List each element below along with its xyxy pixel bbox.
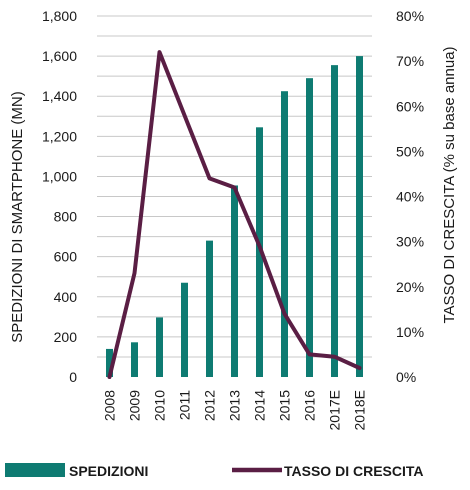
legend-label-tasso-di-crescita: TASSO DI CRESCITA bbox=[284, 463, 424, 479]
x-tick-label: 2013 bbox=[227, 390, 243, 421]
x-tick-label: 2014 bbox=[252, 390, 268, 421]
left-tick-label: 1,600 bbox=[42, 48, 77, 64]
x-tick-label: 2008 bbox=[102, 390, 118, 421]
left-tick-label: 200 bbox=[54, 329, 78, 345]
bar-2015 bbox=[281, 91, 288, 377]
x-tick-label: 2015 bbox=[277, 390, 293, 421]
left-tick-label: 1,000 bbox=[42, 168, 77, 184]
left-y-axis-ticks: 0 200 400 600 800 1,000 1,200 1,400 1,600 1,800 bbox=[42, 8, 77, 385]
line-series-tasso-di-crescita bbox=[107, 50, 362, 379]
bar-series-spedizioni bbox=[106, 56, 363, 377]
left-tick-label: 1,400 bbox=[42, 88, 77, 104]
left-tick-label: 1,200 bbox=[42, 128, 77, 144]
left-tick-label: 0 bbox=[69, 369, 77, 385]
bar-2013 bbox=[231, 185, 238, 377]
right-tick-label: 0% bbox=[396, 369, 416, 385]
right-tick-label: 60% bbox=[396, 98, 424, 114]
right-tick-label: 30% bbox=[396, 234, 424, 250]
bar-2016 bbox=[306, 78, 313, 377]
x-tick-label: 2010 bbox=[152, 390, 168, 421]
left-tick-label: 600 bbox=[54, 249, 78, 265]
right-tick-label: 20% bbox=[396, 279, 424, 295]
right-tick-label: 80% bbox=[396, 8, 424, 24]
legend-swatch-spedizioni bbox=[5, 463, 65, 477]
bar-2017E bbox=[331, 65, 338, 377]
growth-rate-line bbox=[107, 50, 362, 379]
x-tick-label: 2017E bbox=[327, 390, 343, 430]
bar-2009 bbox=[131, 342, 138, 377]
right-y-axis-ticks: 0% 10% 20% 30% 40% 50% 60% 70% 80% bbox=[396, 8, 424, 385]
legend-label-spedizioni: SPEDIZIONI bbox=[69, 463, 148, 479]
x-tick-label: 2011 bbox=[177, 390, 193, 420]
left-tick-label: 400 bbox=[54, 289, 78, 305]
x-tick-label: 2016 bbox=[302, 390, 318, 421]
bar-2018E bbox=[356, 56, 363, 377]
bar-2014 bbox=[256, 127, 263, 377]
left-tick-label: 1,800 bbox=[42, 8, 77, 24]
right-tick-label: 10% bbox=[396, 324, 424, 340]
grid-lines bbox=[97, 15, 372, 358]
right-axis-title: TASSO DI CRESCITA (% su base annua) bbox=[441, 46, 458, 323]
x-tick-label: 2009 bbox=[127, 390, 143, 421]
x-tick-label: 2012 bbox=[202, 390, 218, 421]
left-tick-label: 800 bbox=[54, 209, 78, 225]
legend: SPEDIZIONI TASSO DI CRESCITA bbox=[5, 463, 424, 479]
bar-2008 bbox=[106, 348, 113, 377]
bar-2011 bbox=[181, 282, 188, 377]
x-tick-label: 2018E bbox=[352, 390, 368, 430]
left-axis-title: SPEDIZIONI DI SMARTPHONE (MN) bbox=[9, 91, 26, 342]
bar-2012 bbox=[206, 240, 213, 377]
right-tick-label: 70% bbox=[396, 53, 424, 69]
right-tick-label: 40% bbox=[396, 189, 424, 205]
right-tick-label: 50% bbox=[396, 143, 424, 159]
x-axis-ticks: 2008 2009 2010 2011 2012 2013 2014 2015 2016 2017… bbox=[102, 390, 368, 431]
bar-2010 bbox=[156, 317, 163, 377]
